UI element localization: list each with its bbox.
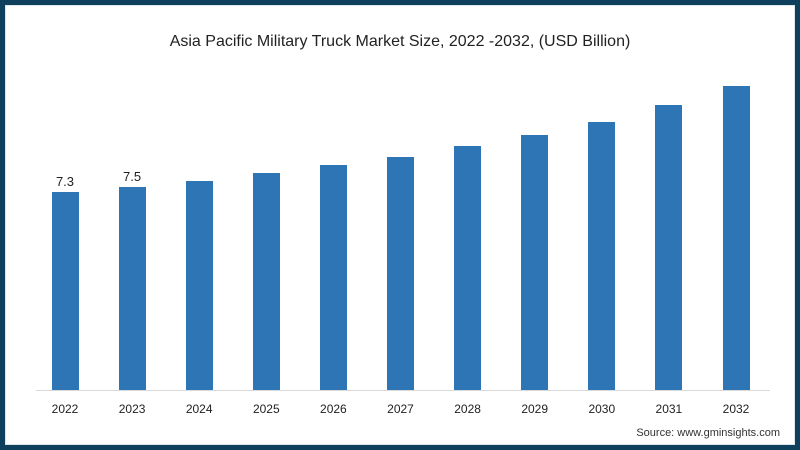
x-axis-line — [36, 390, 770, 391]
x-tick-label: 2022 — [51, 402, 79, 416]
bar-2022 — [51, 192, 79, 390]
bar-2024 — [185, 181, 213, 390]
bar-2023 — [118, 187, 146, 390]
bar-2028 — [454, 146, 482, 390]
x-tick-label: 2026 — [320, 402, 347, 416]
x-tick-label: 2031 — [655, 402, 683, 416]
x-tick-label: 2024 — [185, 402, 213, 416]
data-label: 7.5 — [123, 169, 142, 184]
x-tick-label: 2030 — [588, 402, 616, 416]
bar-2031 — [655, 105, 683, 390]
x-tick-label: 2023 — [118, 402, 146, 416]
x-tick-label: 2027 — [387, 402, 414, 416]
source-note: Source: www.gminsights.com — [636, 427, 780, 439]
bar-2029 — [521, 135, 549, 390]
data-label: 7.3 — [55, 174, 75, 189]
x-tick-label: 2032 — [722, 402, 750, 416]
bar-2032 — [722, 86, 750, 390]
bar-2025 — [252, 173, 280, 390]
x-tick-label: 2028 — [454, 402, 481, 416]
bar-2030 — [588, 122, 616, 390]
x-tick-label: 2029 — [521, 402, 549, 416]
x-tick-label: 2025 — [252, 402, 280, 416]
chart-title: Asia Pacific Military Truck Market Size,… — [169, 33, 631, 50]
bar-2027 — [387, 157, 414, 390]
bar-2026 — [319, 165, 347, 390]
